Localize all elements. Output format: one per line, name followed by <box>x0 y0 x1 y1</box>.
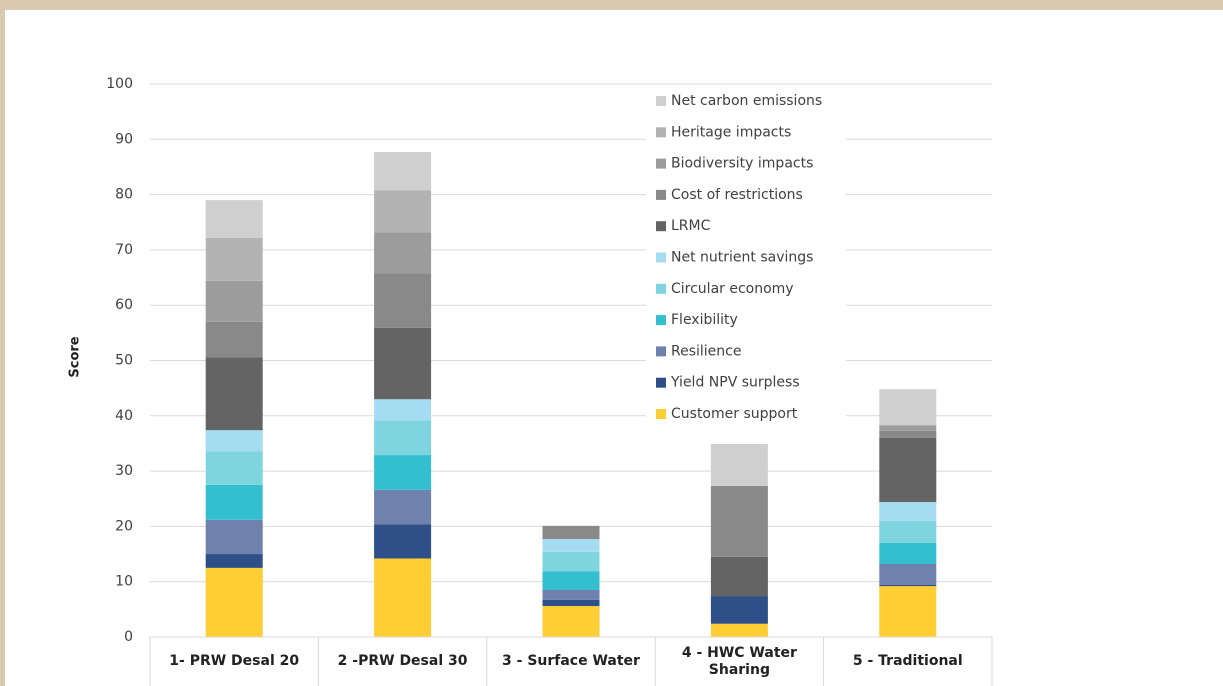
bar-segment <box>374 524 432 559</box>
legend-swatch <box>656 127 666 138</box>
y-tick-label: 70 <box>115 242 133 258</box>
bar-segment <box>879 520 937 543</box>
y-tick-label: 30 <box>115 463 133 479</box>
y-tick-label: 20 <box>115 518 133 534</box>
legend-label: Biodiversity impacts <box>671 156 813 172</box>
bar-segment <box>710 623 768 637</box>
bar-segment <box>542 589 600 600</box>
bar-segment <box>879 564 937 586</box>
bar-segment <box>205 567 263 637</box>
bar-segment <box>542 571 600 590</box>
legend-label: Net nutrient savings <box>671 250 813 266</box>
x-tick-label: 4 - HWC Water Sharing <box>681 644 797 678</box>
x-tick-label: 2 -PRW Desal 30 <box>337 653 468 669</box>
y-tick-label: 100 <box>106 76 133 92</box>
bar-segment <box>542 599 600 607</box>
bar-segment <box>374 273 432 328</box>
legend-swatch <box>656 346 666 357</box>
legend-swatch <box>656 96 666 106</box>
legend-swatch <box>656 252 666 263</box>
x-tick-label: 5 - Traditional <box>852 653 963 669</box>
bar-segment <box>374 455 432 490</box>
y-tick-label: 40 <box>115 408 133 424</box>
legend-label: Net carbon emissions <box>671 93 822 109</box>
y-tick-label: 0 <box>124 629 133 645</box>
legend-swatch <box>656 377 666 388</box>
y-tick-label: 60 <box>115 297 133 313</box>
bar-segment <box>205 554 263 568</box>
bar-segment <box>374 152 432 191</box>
legend-label: Circular economy <box>671 281 794 297</box>
bar-segment <box>710 556 768 597</box>
bar-segment <box>710 444 768 487</box>
legend-label: LRMC <box>671 218 711 234</box>
bar-segment <box>374 558 432 637</box>
legend-swatch <box>656 158 666 169</box>
bar-segment <box>374 489 432 525</box>
legend-label: Resilience <box>671 343 741 359</box>
bar-segment <box>205 451 263 485</box>
legend-swatch <box>656 283 666 294</box>
legend-swatch <box>656 189 666 200</box>
bar-segment <box>542 606 600 637</box>
bar-segment <box>542 525 600 540</box>
x-tick-label: 1- PRW Desal 20 <box>169 653 300 669</box>
bar-segment <box>374 190 432 233</box>
legend-swatch <box>656 315 666 326</box>
bar-segment <box>879 425 937 431</box>
bar-segment <box>879 430 937 438</box>
x-tick-label: 3 - Surface Water <box>502 653 640 669</box>
bar-segment <box>205 321 263 358</box>
bar-segment <box>374 420 432 456</box>
bar-segment <box>710 486 768 557</box>
bar-segment <box>374 327 432 400</box>
y-tick-label: 10 <box>115 574 133 590</box>
legend-label: Yield NPV surpless <box>670 375 800 391</box>
legend-label: Heritage impacts <box>671 124 791 140</box>
bar-segment <box>879 389 937 426</box>
bar-segment <box>879 502 937 521</box>
y-axis-label: Score <box>68 336 83 377</box>
bar-segment <box>879 586 937 637</box>
y-tick-label: 90 <box>115 131 133 147</box>
legend-swatch <box>656 221 666 232</box>
bar-segment <box>374 399 432 421</box>
bar-segment <box>205 519 263 555</box>
legend-label: Flexibility <box>671 312 738 328</box>
bar-segment <box>205 484 263 520</box>
bar-segment <box>205 357 263 431</box>
bar-segment <box>879 542 937 565</box>
y-tick-label: 50 <box>115 353 133 369</box>
bar-segment <box>374 232 432 274</box>
bar-segment <box>542 551 600 572</box>
bar-segment <box>205 430 263 452</box>
bar-segment <box>205 280 263 322</box>
legend-label: Cost of restrictions <box>671 187 803 203</box>
legend-swatch <box>656 409 666 419</box>
legend-background <box>646 86 846 437</box>
panel <box>5 10 1223 686</box>
bar-segment <box>542 539 600 552</box>
bar-segment <box>879 437 937 503</box>
bar-segment <box>205 237 263 281</box>
bar-segment <box>710 596 768 624</box>
bar-segment <box>879 585 937 587</box>
y-tick-label: 80 <box>115 187 133 203</box>
bar-segment <box>205 200 263 238</box>
legend-label: Customer support <box>671 406 798 422</box>
